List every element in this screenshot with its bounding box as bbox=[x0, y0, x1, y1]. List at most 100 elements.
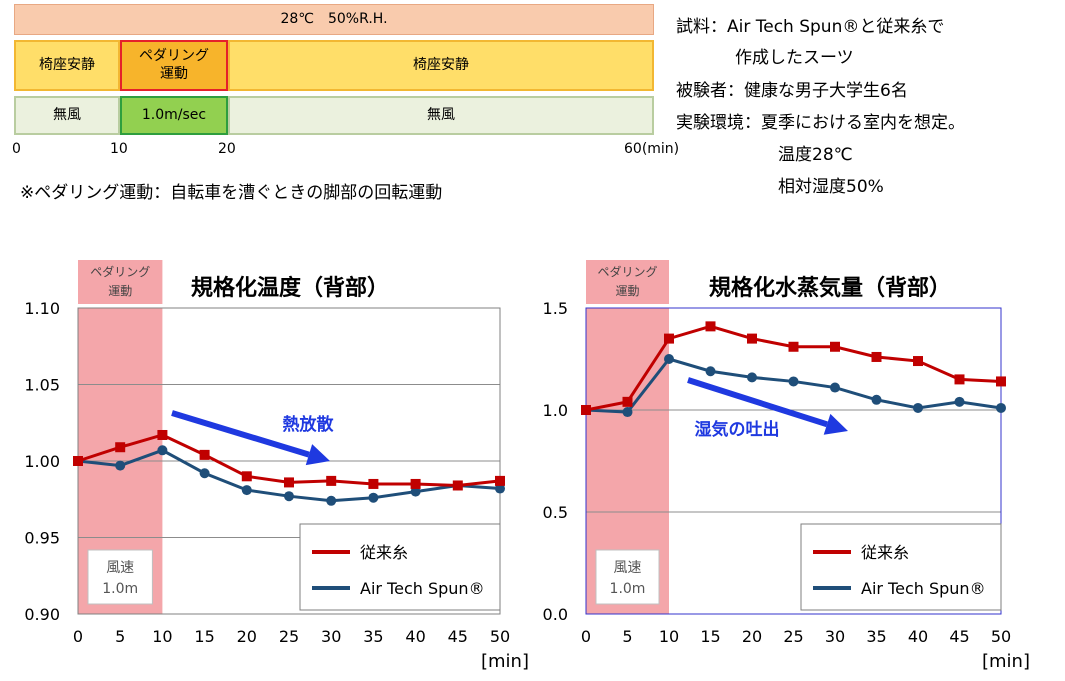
info-sample: 試料：Air Tech Spun®と従来糸で bbox=[676, 17, 945, 37]
x-tick-label: 40 bbox=[908, 627, 928, 646]
legend-label: 従来糸 bbox=[861, 543, 909, 562]
info-environment: 実験環境：夏季における室内を想定。 bbox=[676, 113, 965, 133]
data-point bbox=[284, 491, 294, 502]
x-tick-label: 20 bbox=[742, 627, 762, 646]
data-point bbox=[326, 495, 337, 506]
x-tick-label: 30 bbox=[825, 627, 845, 646]
x-tick-label: 5 bbox=[115, 627, 125, 646]
phase-rest-after: 椅座安静 bbox=[228, 40, 654, 91]
data-point bbox=[622, 396, 633, 407]
pedaling-label: ペダリング運動 bbox=[597, 264, 657, 298]
data-point bbox=[241, 471, 252, 482]
wind-speed: 1.0m/sec bbox=[120, 96, 228, 135]
x-tick-label: 0 bbox=[581, 627, 591, 646]
chart-title: 規格化水蒸気量（背部） bbox=[709, 275, 951, 301]
y-tick-label: 0.90 bbox=[24, 605, 60, 624]
time-tick-60: 60(min) bbox=[624, 141, 680, 157]
x-tick-label: 10 bbox=[152, 627, 172, 646]
trend-arrow-head bbox=[823, 413, 848, 435]
data-point bbox=[581, 405, 591, 415]
x-tick-label: 45 bbox=[949, 627, 969, 646]
condition-label: 28℃ 50%R.H. bbox=[280, 10, 388, 27]
vapor-chart: ペダリング運動 0.0 0.5 1.0 1.5 0 5 10 15 20 25 30 35 40 45 50 [… bbox=[543, 260, 1030, 672]
legend bbox=[800, 523, 1002, 611]
info-temperature: 温度28℃ bbox=[778, 145, 853, 165]
x-tick-label: 25 bbox=[783, 627, 803, 646]
legend-label: 従来糸 bbox=[360, 543, 408, 562]
data-point bbox=[157, 445, 168, 456]
data-point bbox=[368, 478, 379, 489]
x-tick-label: 40 bbox=[405, 627, 425, 646]
trend-arrow-head bbox=[305, 444, 330, 466]
data-point bbox=[115, 442, 126, 453]
temperature-chart: ペダリング運動 0.90 0.95 1.00 1.05 1.10 0 5 10 15 20 25 30 3… bbox=[24, 260, 529, 672]
data-point bbox=[664, 354, 674, 364]
time-tick-20: 20 bbox=[218, 141, 236, 157]
legend bbox=[299, 523, 501, 611]
x-tick-label: 25 bbox=[279, 627, 299, 646]
data-point bbox=[241, 485, 252, 496]
wind-speed-text: 風速 1.0m bbox=[102, 560, 138, 597]
time-tick-0: 0 bbox=[12, 141, 21, 157]
phase-rest-before: 椅座安静 bbox=[14, 40, 120, 91]
data-point bbox=[954, 396, 965, 407]
phase-rest-after-label: 椅座安静 bbox=[413, 56, 469, 73]
x-tick-label: 35 bbox=[363, 627, 383, 646]
phase-rest-before-label: 椅座安静 bbox=[39, 56, 95, 73]
y-tick-label: 1.00 bbox=[24, 452, 60, 471]
pedaling-label-box bbox=[586, 260, 669, 304]
x-tick-label: 15 bbox=[700, 627, 720, 646]
phase-pedaling-label: ペダリング 運動 bbox=[139, 48, 209, 82]
data-point bbox=[452, 480, 463, 491]
x-tick-label: 30 bbox=[321, 627, 341, 646]
x-tick-label: 5 bbox=[622, 627, 632, 646]
wind-calm-after: 無風 bbox=[228, 96, 654, 135]
wind-speed-box bbox=[87, 549, 153, 605]
data-point bbox=[913, 402, 923, 413]
wind-speed-text: 風速 1.0m bbox=[610, 560, 646, 597]
chart-title: 規格化温度（背部） bbox=[191, 275, 389, 301]
trend-arrow-shaft bbox=[687, 377, 828, 428]
y-tick-label: 1.0 bbox=[543, 401, 568, 420]
pedaling-label-box bbox=[78, 260, 163, 304]
data-point bbox=[495, 475, 505, 486]
wind-calm-after-label: 無風 bbox=[427, 106, 455, 123]
legend-label: Air Tech Spun® bbox=[861, 579, 986, 598]
y-tick-label: 1.10 bbox=[24, 299, 60, 318]
x-tick-label: 50 bbox=[490, 627, 510, 646]
x-tick-label: 20 bbox=[237, 627, 257, 646]
data-point bbox=[747, 333, 757, 344]
y-tick-label: 1.05 bbox=[24, 376, 60, 395]
data-point bbox=[705, 321, 716, 332]
data-point bbox=[410, 486, 421, 497]
data-point bbox=[996, 376, 1006, 387]
trend-annotation: 湿気の吐出 bbox=[695, 419, 780, 440]
y-tick-label: 0.5 bbox=[543, 503, 568, 522]
data-point bbox=[199, 468, 210, 479]
data-point bbox=[622, 407, 633, 418]
data-point bbox=[830, 382, 840, 393]
x-tick-label: 35 bbox=[866, 627, 886, 646]
data-point bbox=[871, 394, 882, 405]
x-tick-label: 0 bbox=[73, 627, 83, 646]
data-point bbox=[284, 477, 294, 488]
wind-speed-box bbox=[595, 549, 660, 605]
data-point bbox=[954, 374, 965, 385]
wind-calm-before-label: 無風 bbox=[53, 106, 81, 123]
data-point bbox=[326, 475, 337, 486]
y-tick-label: 0.0 bbox=[543, 605, 568, 624]
x-unit-label: [min] bbox=[481, 651, 529, 672]
data-point bbox=[830, 341, 840, 352]
trend-arrow-shaft bbox=[171, 410, 310, 458]
x-tick-label: 45 bbox=[448, 627, 468, 646]
data-point bbox=[73, 456, 83, 466]
data-point bbox=[747, 372, 757, 383]
data-point bbox=[664, 333, 674, 344]
x-tick-label: 50 bbox=[991, 627, 1011, 646]
data-point bbox=[705, 366, 716, 377]
y-tick-label: 0.95 bbox=[24, 529, 60, 548]
condition-bar: 28℃ 50%R.H. bbox=[14, 4, 654, 35]
data-point bbox=[157, 429, 168, 440]
data-point bbox=[495, 483, 505, 494]
info-humidity: 相対湿度50% bbox=[778, 177, 884, 197]
